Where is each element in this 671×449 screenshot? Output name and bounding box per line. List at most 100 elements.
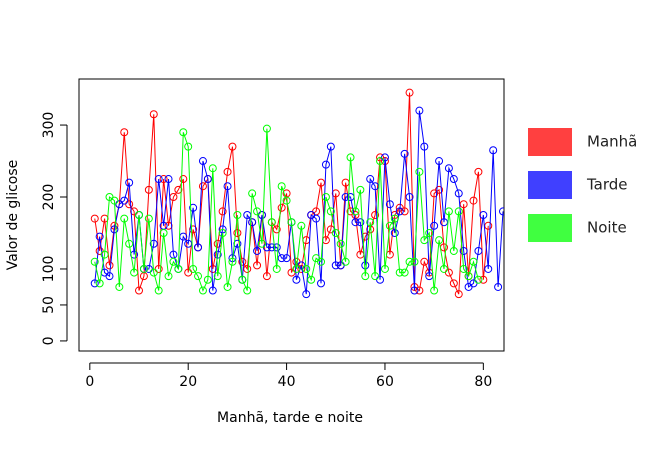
data-point [371,272,380,281]
data-point [400,207,409,216]
data-point [385,221,394,230]
data-point [267,243,276,252]
x-tick-label: 0 [85,374,94,390]
data-point [282,254,291,263]
data-point [376,157,385,166]
series-line [94,110,504,295]
data-point [395,207,404,216]
data-point [371,211,380,219]
legend-label: Noite [587,219,627,237]
data-point [444,164,453,173]
data-point [164,175,173,184]
data-point [351,207,360,216]
data-point [410,257,419,266]
x-tick-label: 20 [179,374,197,390]
data-point [208,164,217,173]
data-point [253,246,262,255]
x-axis-label: Manhã, tarde e noite [217,410,363,426]
data-point [395,268,404,277]
data-point [292,275,301,284]
data-point [302,290,311,299]
data-point [218,225,227,234]
data-point [253,261,262,270]
y-tick-label: 300 [41,112,57,139]
data-point [159,175,168,184]
data-point [198,182,207,191]
data-point [415,286,424,295]
data-point [110,196,119,205]
data-point [385,200,394,209]
y-tick-label: 0 [41,336,57,345]
data-point [474,246,483,255]
data-point [159,228,168,237]
data-point [479,211,488,219]
data-point [346,153,355,162]
data-point [223,282,232,291]
legend-label: Tarde [586,176,628,194]
data-point [282,196,291,205]
data-point [312,214,321,223]
data-point [380,264,389,273]
data-point [218,228,227,237]
data-point [405,257,414,266]
data-point [331,228,340,237]
data-point [90,279,99,288]
data-point [267,218,276,227]
y-tick-label: 200 [41,184,57,211]
data-point [213,250,222,259]
data-point [474,275,483,284]
data-point [331,261,340,270]
data-point [149,110,158,119]
data-point [479,275,488,284]
data-point [494,282,503,291]
data-point [262,272,271,281]
data-point [435,236,444,245]
legend-label: Manhã [587,133,637,151]
data-point [366,175,375,184]
data-point [272,264,281,273]
data-point [321,160,330,169]
legend-swatch [528,171,572,199]
data-point [125,178,134,187]
legend-swatch [528,128,572,156]
data-point [95,232,104,241]
data-point [454,207,463,216]
data-point [449,246,458,255]
data-point [449,279,458,288]
data-point [105,272,114,281]
data-point [420,142,429,151]
data-point [420,236,429,245]
data-point [336,239,345,248]
data-point [144,214,153,223]
data-point [174,185,183,194]
x-tick-label: 60 [376,374,394,390]
data-point [194,243,203,252]
data-point [351,218,360,227]
data-point [149,239,158,248]
data-point [410,286,419,295]
data-point [302,264,311,273]
data-point [459,264,468,273]
series-line [94,92,489,295]
data-point [341,257,350,266]
data-point [139,264,148,273]
data-point [277,182,286,191]
data-point [474,167,483,176]
data-point [149,268,158,277]
data-point [120,128,129,137]
data-point [292,264,301,273]
data-point [154,175,163,184]
data-point [326,142,335,151]
data-point [297,221,306,230]
data-point [105,261,114,270]
data-point [213,272,222,281]
data-point [179,128,188,137]
data-point [198,286,207,295]
y-axis-label: Valor de glicose [5,160,21,271]
data-point [390,214,399,223]
data-point [326,207,335,216]
data-point [499,207,504,216]
data-point [100,250,109,259]
data-point [454,189,463,198]
